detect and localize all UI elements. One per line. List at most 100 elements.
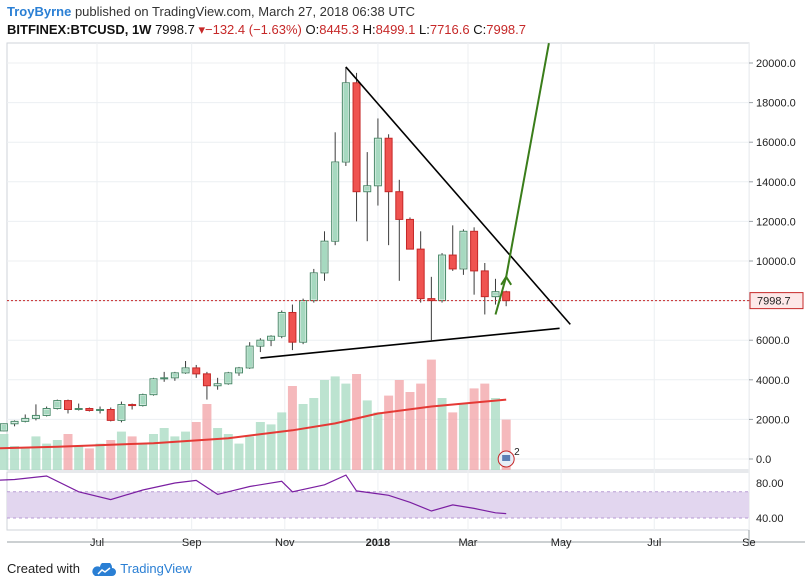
volume-bar <box>116 431 126 470</box>
volume-bar <box>95 443 105 470</box>
candle-up-fill <box>492 292 498 296</box>
tradingview-brand[interactable]: TradingView <box>120 561 192 576</box>
volume-bar <box>469 388 479 470</box>
volume-bar <box>52 440 62 470</box>
volume-bar <box>234 443 244 470</box>
candle-down <box>288 311 297 343</box>
candle-up-fill <box>54 401 60 408</box>
y-tick-label: 14000.0 <box>756 177 796 189</box>
candle-up-fill <box>343 83 349 161</box>
volume-bar <box>213 428 223 470</box>
candle-up <box>96 409 105 411</box>
volume-bar <box>106 440 116 470</box>
candle-down <box>448 254 457 270</box>
candle-up-fill <box>22 419 28 421</box>
author-name[interactable]: TroyByrne <box>7 4 72 19</box>
candle-down <box>192 367 201 375</box>
symbol-label: BITFINEX:BTCUSD, 1W <box>7 22 152 37</box>
volume-bar <box>437 398 447 470</box>
volume-bar <box>63 434 73 470</box>
candle-up-fill <box>44 409 50 415</box>
candle-up-fill <box>279 313 285 336</box>
grid <box>7 43 750 530</box>
last-price-box <box>749 292 804 310</box>
volume-bar <box>384 395 394 470</box>
high-value: 8499.1 <box>375 22 416 37</box>
candle-up-fill <box>172 373 178 377</box>
y-tick-label: 6000.0 <box>756 335 790 347</box>
candle-down <box>405 218 414 250</box>
candle-up-fill <box>225 373 231 383</box>
current-price: 7998.7 <box>155 22 195 37</box>
candle-up-fill <box>364 186 370 191</box>
candle-down <box>395 191 404 220</box>
ema-line <box>0 398 507 450</box>
volume-bar <box>490 398 500 470</box>
y-tick-label: 20000.0 <box>756 58 796 70</box>
volume-bar <box>362 400 372 470</box>
candle-up-fill <box>300 301 306 342</box>
trendline-support <box>260 327 560 359</box>
candle-down <box>202 373 211 387</box>
volume-bar <box>341 383 351 470</box>
publish-info: published on TradingView.com, March 27, … <box>74 4 416 19</box>
y-tick-label: 16000.0 <box>756 137 796 149</box>
trendline-resistance <box>345 66 571 325</box>
volume-bar <box>138 443 148 470</box>
candle-down <box>416 248 425 300</box>
candle-down <box>470 230 479 272</box>
volume-bar <box>448 412 458 470</box>
y-tick-label: 4000.0 <box>756 375 790 387</box>
low-label: L: <box>419 22 430 37</box>
volume-bar <box>255 422 265 470</box>
close-value: 7998.7 <box>486 22 526 37</box>
symbol-header: BITFINEX:BTCUSD, 1W 7998.7 ▾−132.4 (−1.6… <box>7 22 526 38</box>
volume-bar <box>266 424 276 470</box>
candle-up <box>213 383 222 387</box>
volume-bar <box>31 436 41 470</box>
candle-up-fill <box>311 273 317 300</box>
tradingview-cloud-icon <box>92 561 116 576</box>
candle-up <box>74 408 83 411</box>
y-tick-label: 18000.0 <box>756 98 796 110</box>
candle-up-fill <box>375 139 381 185</box>
volume-bar <box>352 374 362 470</box>
volume-bar <box>20 448 30 470</box>
candle-down <box>352 82 361 193</box>
high-label: H: <box>362 22 376 37</box>
candle-down <box>63 400 72 410</box>
volume-bar <box>298 404 308 470</box>
volume-bar <box>426 359 436 470</box>
volume-bar <box>10 446 20 470</box>
volume-bar <box>127 436 137 470</box>
volume-bar <box>373 412 383 470</box>
event-flag-icon <box>502 455 511 461</box>
price-axis <box>749 43 805 530</box>
close-label: C: <box>473 22 487 37</box>
rsi-line <box>0 474 507 515</box>
open-value: 8445.3 <box>319 22 359 37</box>
open-label: O: <box>305 22 320 37</box>
candle-up-fill <box>268 337 274 340</box>
candle-up-fill <box>257 341 263 346</box>
volume-bar <box>202 404 212 470</box>
created-with-label: Created with <box>7 561 80 576</box>
candle-up-fill <box>140 395 146 405</box>
y-tick-label: 12000.0 <box>756 216 796 228</box>
volume-bar <box>223 434 233 470</box>
y-tick-label: 2000.0 <box>756 414 790 426</box>
rsi-tick-label: 80.00 <box>756 478 784 490</box>
candle-up-fill <box>460 232 466 268</box>
candle-up-fill <box>1 424 7 430</box>
volume-bar <box>42 443 52 470</box>
volume-bar <box>480 383 490 470</box>
candle-down <box>384 137 393 193</box>
low-value: 7716.6 <box>429 22 470 37</box>
candle-up <box>160 377 169 380</box>
volume-bar <box>287 386 297 470</box>
volume-bar <box>181 431 191 470</box>
price-change: −132.4 (−1.63%) <box>205 22 302 37</box>
volume-bar <box>74 446 84 470</box>
candle-down <box>106 409 115 421</box>
